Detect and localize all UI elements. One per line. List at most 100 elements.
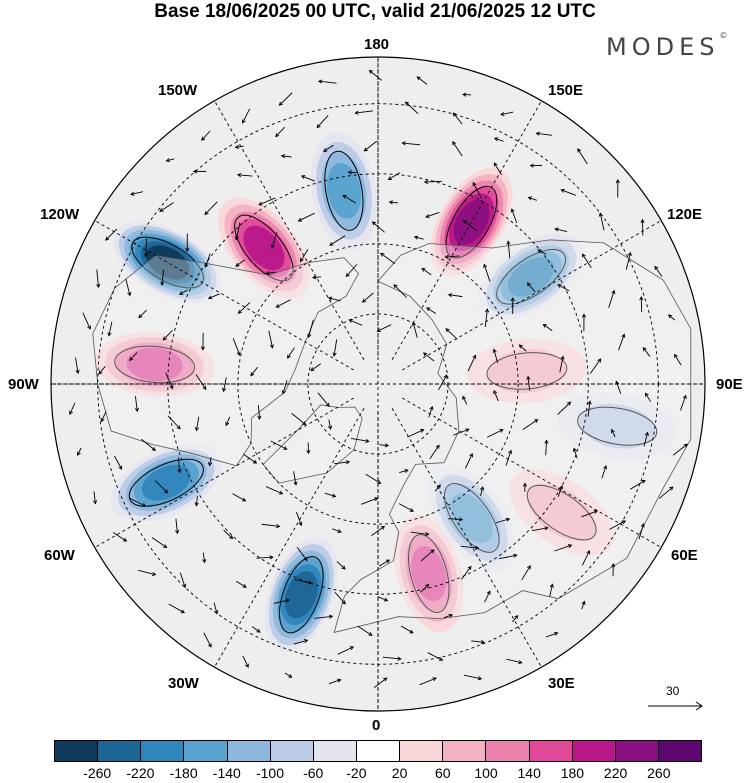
wind-vector <box>336 561 346 570</box>
wind-vector-head <box>348 319 353 323</box>
colorbar-swatch <box>400 741 444 761</box>
wind-vector <box>581 550 590 566</box>
wind-vector-head <box>376 328 381 332</box>
wind-vector-head <box>423 179 429 185</box>
wind-vector <box>545 632 558 638</box>
wind-vector-head <box>627 251 632 257</box>
wind-vector-head <box>425 214 430 219</box>
colorbar-swatch <box>658 741 702 761</box>
wind-vector-head <box>331 493 337 498</box>
wind-vector <box>82 312 91 330</box>
wind-vector-head <box>151 446 156 451</box>
wind-vector <box>484 591 491 603</box>
wind-vector-head <box>258 201 263 206</box>
wind-vector-head <box>241 119 246 124</box>
anomaly-contour <box>578 403 656 449</box>
wind-vector-head <box>640 218 645 224</box>
anomaly-isoline <box>444 483 500 553</box>
wind-vector <box>235 580 247 588</box>
wind-vector-head <box>542 323 547 328</box>
wind-vector <box>125 278 131 296</box>
wind-vector-head <box>265 270 270 276</box>
wind-vector <box>369 70 383 81</box>
wind-vector <box>438 374 448 391</box>
wind-vector-head <box>293 481 298 486</box>
wind-vector <box>301 175 315 182</box>
colorbar-swatch <box>529 741 573 761</box>
wind-vector <box>350 437 369 442</box>
wind-vector <box>581 510 598 518</box>
wind-vector-head <box>383 597 389 602</box>
wind-vector-head <box>300 175 306 179</box>
wind-vector <box>500 111 514 116</box>
colorbar-swatch <box>141 741 185 761</box>
wind-vector-head <box>682 394 687 400</box>
wind-vector-head <box>654 265 659 271</box>
wind-vector-head <box>527 196 533 201</box>
wind-vector <box>420 584 429 593</box>
wind-vector <box>328 297 341 302</box>
wind-vector-head <box>285 598 291 603</box>
wind-vector <box>98 366 106 375</box>
wind-vector <box>337 646 354 655</box>
wind-vector <box>463 219 478 232</box>
wind-vector-head <box>92 500 98 505</box>
wind-vector <box>261 523 280 527</box>
wind-vector <box>213 602 218 614</box>
wind-vector-head <box>445 328 450 333</box>
wind-vector <box>195 496 198 506</box>
wind-vector-head <box>559 484 564 490</box>
wind-vector <box>506 658 522 664</box>
wind-vector-head <box>182 583 187 589</box>
wind-vector-head <box>506 240 511 245</box>
wind-vector-head <box>642 346 647 352</box>
lon-label-150e: 150E <box>548 82 584 99</box>
wind-vector <box>543 324 553 332</box>
meridian-line <box>391 408 542 668</box>
wind-vector <box>196 416 200 431</box>
wind-vector <box>371 526 385 537</box>
wind-vector <box>300 249 309 262</box>
anomaly-isoline <box>114 345 196 384</box>
wind-vector <box>388 172 401 180</box>
wind-vector <box>293 578 312 584</box>
wind-vector-head <box>641 479 646 484</box>
wind-vector-head <box>345 272 350 278</box>
wind-vector-head <box>303 639 309 644</box>
wind-vector-head <box>639 296 644 301</box>
wind-vector <box>483 264 491 282</box>
wind-vector <box>235 145 244 148</box>
wind-vector <box>129 497 146 507</box>
wind-vector-head <box>518 660 523 665</box>
wind-vector-head <box>278 101 283 106</box>
wind-vector <box>377 324 392 332</box>
wind-vector-head <box>176 425 181 430</box>
wind-vector <box>69 402 76 415</box>
wind-vector <box>134 396 138 412</box>
wind-vector-head <box>316 124 321 129</box>
wind-vector <box>75 357 79 374</box>
wind-vector-head <box>566 401 572 406</box>
wind-vector-head <box>522 482 527 487</box>
wind-vector-head <box>96 283 101 289</box>
wind-vector-head <box>493 162 498 167</box>
wind-vector-head <box>141 503 147 507</box>
colorbar-tick-label: -260 <box>83 765 112 781</box>
wind-vector-head <box>462 92 467 97</box>
wind-vector-head <box>204 263 209 268</box>
wind-vector-head <box>327 296 333 301</box>
wind-vector <box>448 518 463 520</box>
wind-vector <box>243 453 257 464</box>
wind-vector-head <box>311 275 317 280</box>
wind-vector <box>495 518 510 524</box>
wind-vector-head <box>341 600 346 605</box>
wind-vector-head <box>452 141 457 146</box>
wind-vector <box>105 228 118 241</box>
wind-vector <box>238 302 251 314</box>
wind-vector <box>204 201 218 215</box>
wind-vector <box>342 195 357 204</box>
wind-vector <box>328 679 341 685</box>
wind-vector-head <box>194 427 199 432</box>
wind-vector-head <box>611 289 616 295</box>
wind-vector <box>296 511 302 526</box>
